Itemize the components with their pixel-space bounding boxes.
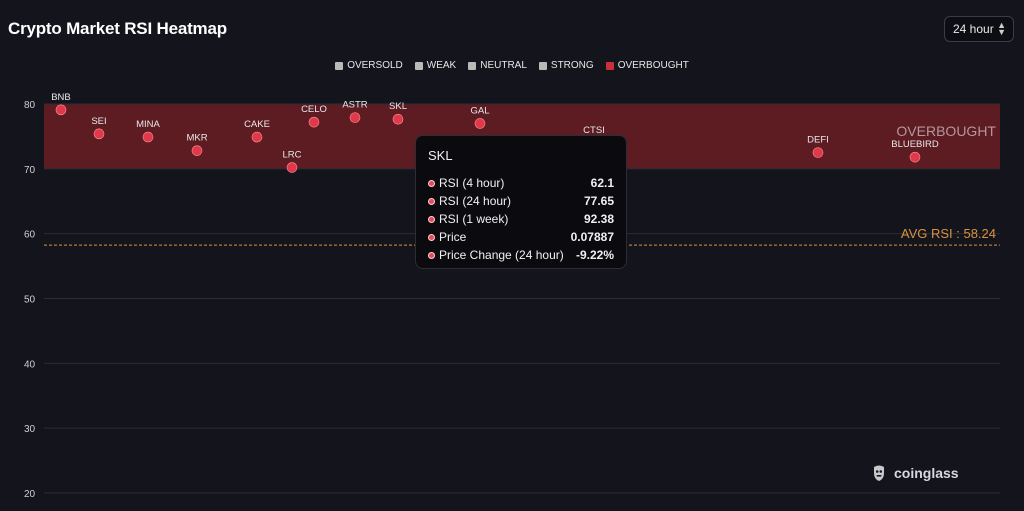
data-point-label: ASTR <box>342 100 367 111</box>
tooltip-row: RSI (24 hour) 77.65 <box>428 192 614 210</box>
tooltip-title: SKL <box>428 148 453 163</box>
tooltip-label: RSI (4 hour) <box>439 176 505 190</box>
data-point-label: CTSI <box>583 125 605 136</box>
legend-swatch <box>468 61 477 70</box>
tooltip-row: RSI (4 hour) 62.1 <box>428 174 614 192</box>
data-point-sei[interactable] <box>93 128 105 140</box>
brand-logo: coinglass <box>870 464 959 482</box>
data-point-celo[interactable] <box>308 116 320 128</box>
data-point-gal[interactable] <box>474 118 486 129</box>
legend-swatch <box>414 61 423 70</box>
data-point-label: GAL <box>470 105 489 116</box>
tooltip-dot-icon <box>428 197 435 205</box>
legend-label: STRONG <box>550 60 594 71</box>
brand-name: coinglass <box>894 465 959 481</box>
data-point-label: LRC <box>282 150 301 161</box>
data-point-bluebird[interactable] <box>909 151 921 163</box>
tooltip-value: 92.38 <box>583 212 614 226</box>
data-point-label: MKR <box>186 133 207 144</box>
legend-label: OVERSOLD <box>347 60 403 71</box>
tooltip-row: RSI (1 week) 92.38 <box>428 210 614 228</box>
y-tick-label: 50 <box>24 295 36 306</box>
zone-label: OVERBOUGHT <box>896 123 996 139</box>
legend-item-strong[interactable]: STRONG <box>538 60 594 71</box>
tooltip-label: RSI (1 week) <box>439 212 509 226</box>
data-point-label: BLUEBIRD <box>891 139 939 150</box>
data-point-cake[interactable] <box>251 131 263 143</box>
data-point-label: BNB <box>51 92 71 103</box>
legend-item-weak[interactable]: WEAK <box>414 60 457 71</box>
tooltip-value: 77.65 <box>583 194 614 208</box>
page-title: Crypto Market RSI Heatmap <box>8 19 227 38</box>
y-tick-label: 80 <box>24 100 36 111</box>
legend-swatch <box>538 61 547 70</box>
legend-swatch <box>605 61 614 70</box>
tooltip-value: 0.07887 <box>570 230 614 244</box>
data-point-skl[interactable] <box>392 113 404 125</box>
tooltip-dot-icon <box>428 233 435 241</box>
tooltip-dot-icon <box>428 179 435 187</box>
data-point-mina[interactable] <box>142 131 154 143</box>
period-select[interactable]: 24 hour ▲ ▼ <box>944 16 1014 42</box>
data-point-lrc[interactable] <box>286 162 298 173</box>
legend-label: OVERBOUGHT <box>617 60 689 71</box>
y-tick-label: 70 <box>24 165 36 176</box>
data-point-label: SKL <box>389 101 407 112</box>
legend-label: WEAK <box>426 60 457 71</box>
data-point-label: SEI <box>91 116 106 127</box>
tooltip: SKL RSI (4 hour) 62.1 RSI (24 hour) 77.6… <box>415 135 627 269</box>
legend-item-overbought[interactable]: OVERBOUGHT <box>605 60 689 71</box>
data-point-mkr[interactable] <box>191 145 203 156</box>
data-point-label: CELO <box>301 104 327 115</box>
y-tick-label: 40 <box>24 359 36 370</box>
period-select-value: 24 hour <box>953 22 994 36</box>
data-point-label: MINA <box>136 119 160 130</box>
legend-item-neutral[interactable]: NEUTRAL <box>468 60 527 71</box>
data-point-label: CAKE <box>244 119 270 130</box>
avg-rsi-label: AVG RSI : 58.24 <box>901 226 996 241</box>
legend-label: NEUTRAL <box>480 60 527 71</box>
tooltip-value: -9.22% <box>575 248 614 262</box>
y-tick-label: 20 <box>24 489 36 500</box>
legend-item-oversold[interactable]: OVERSOLD <box>335 60 403 71</box>
y-tick-label: 30 <box>24 424 36 435</box>
y-tick-label: 60 <box>24 230 36 241</box>
tooltip-row: Price 0.07887 <box>428 228 614 246</box>
tooltip-row: Price Change (24 hour) -9.22% <box>428 246 614 264</box>
tooltip-dot-icon <box>428 215 435 223</box>
legend: OVERSOLD WEAK NEUTRAL STRONG OVERBOUGHT <box>0 60 1024 71</box>
data-point-astr[interactable] <box>349 112 361 123</box>
tooltip-label: Price Change (24 hour) <box>439 248 564 262</box>
data-point-label: DEFI <box>807 135 829 146</box>
tooltip-label: RSI (24 hour) <box>439 194 512 208</box>
tooltip-dot-icon <box>428 251 435 259</box>
coinglass-logo-icon <box>874 465 884 481</box>
data-point-defi[interactable] <box>812 147 824 158</box>
data-point-bnb[interactable] <box>55 104 67 116</box>
tooltip-label: Price <box>439 230 467 244</box>
legend-swatch <box>335 61 344 70</box>
chevron-updown-icon: ▲ ▼ <box>997 20 1006 37</box>
tooltip-value: 62.1 <box>590 176 614 190</box>
